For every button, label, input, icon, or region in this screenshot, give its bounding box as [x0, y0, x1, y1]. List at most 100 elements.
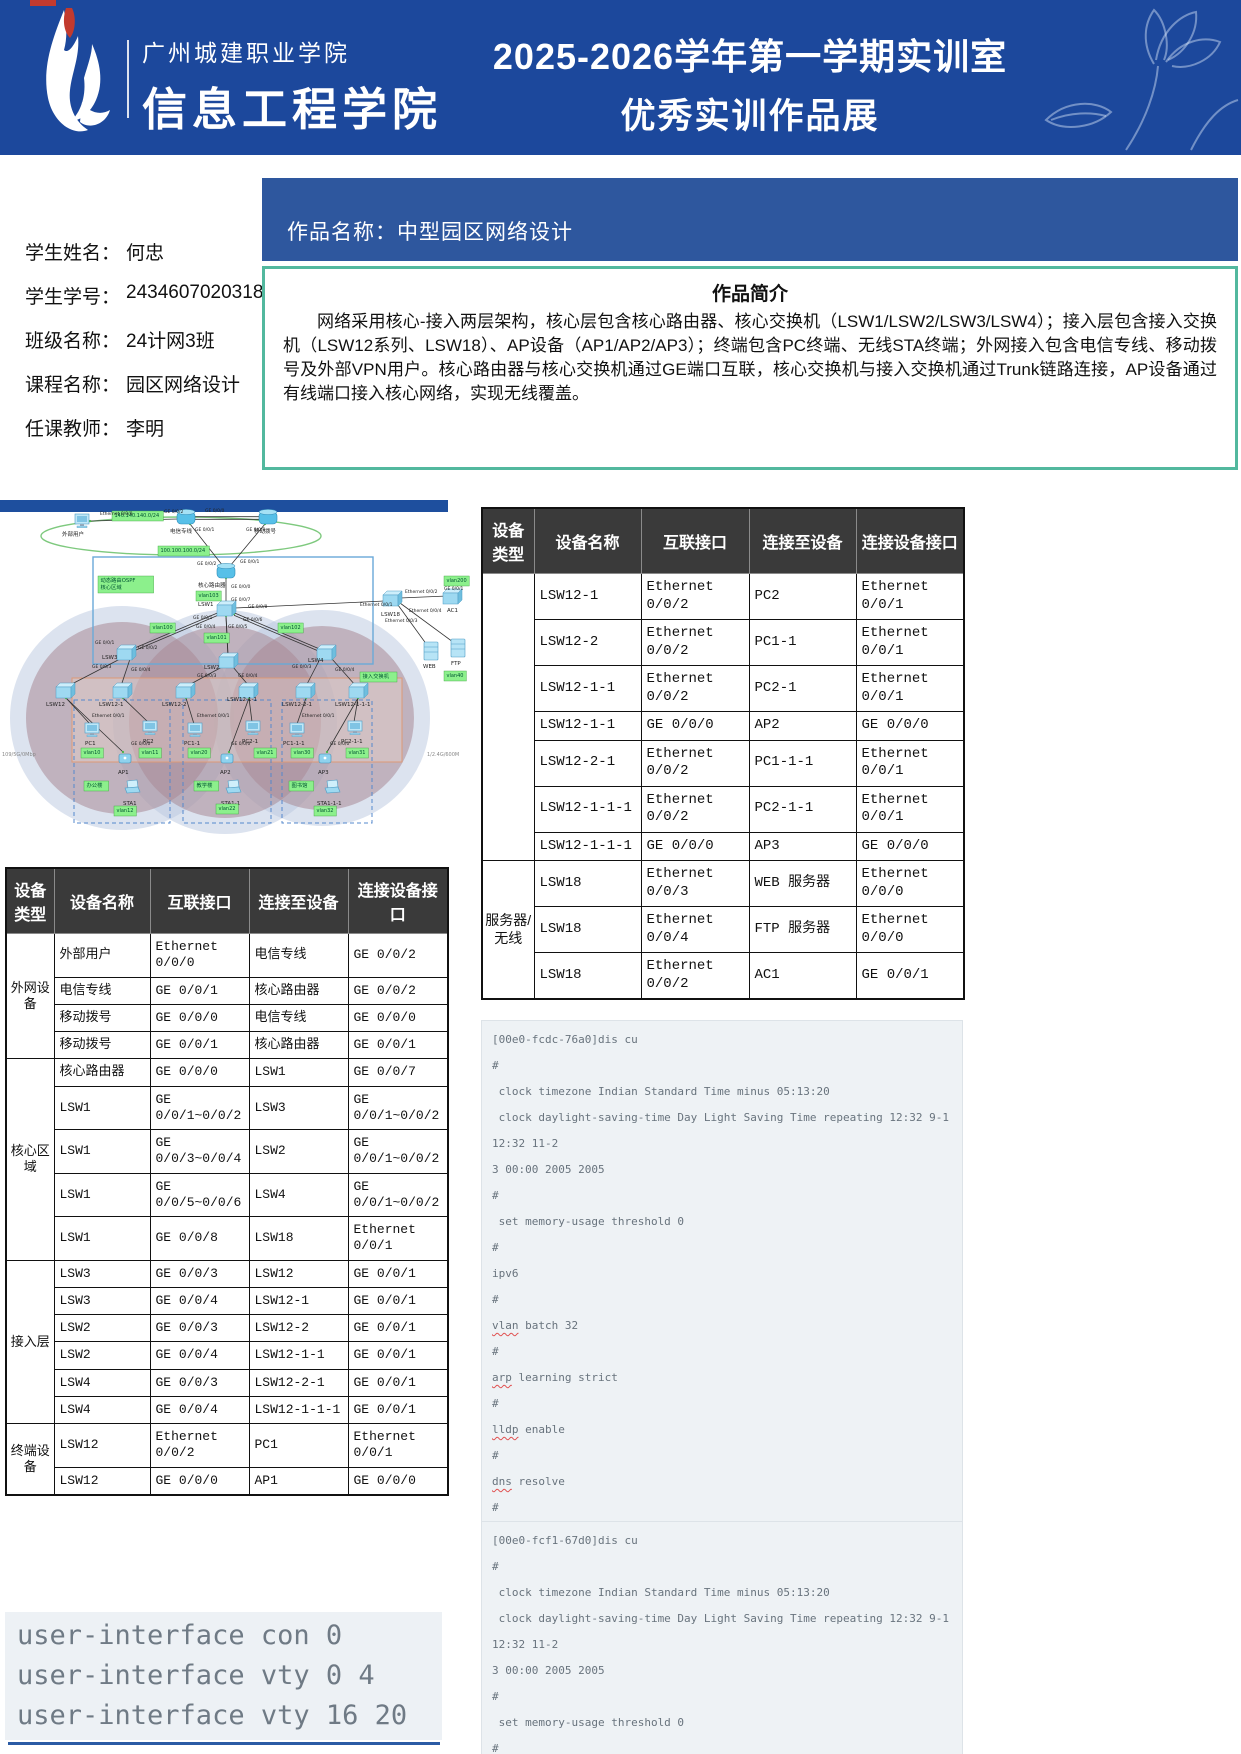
cli-misspelled-word: dns: [492, 1475, 512, 1488]
table-row: LSW4 GE 0/0/3 LSW12-2-1 GE 0/0/1: [6, 1368, 449, 1397]
table-cell: Ethernet 0/0/2: [640, 665, 750, 712]
diagram-green-chip: vlan102: [277, 622, 304, 634]
table-cell: 电信专线: [248, 933, 349, 978]
exhibition-title-line2: 优秀实训作品展: [620, 97, 880, 136]
table-cell: PC2: [748, 573, 857, 620]
table-cell: AP1: [248, 1466, 349, 1496]
diagram-node-label: FTP: [451, 661, 461, 667]
building-zone-rect: [73, 699, 171, 824]
table-row: LSW2 GE 0/0/4 LSW12-1-1 GE 0/0/1: [6, 1341, 449, 1370]
student-info-row: 任课教师： 李明: [25, 414, 255, 441]
port-label: GE 0/0/7: [231, 597, 251, 603]
table-cell: AC1: [748, 952, 857, 1000]
port-label: Ethernet 0/0/2: [405, 589, 438, 595]
table-cell: GE 0/0/0: [149, 1466, 250, 1496]
diagram-node-label: AP2: [220, 770, 231, 776]
table-cell: LSW12-1-1-1: [533, 831, 642, 861]
port-label: GE 0/0/0: [330, 741, 350, 747]
student-info-row: 学生学号： 2434607020318: [25, 282, 263, 309]
diagram-green-chip: vlan10: [80, 747, 104, 759]
diagram-node-a2: LSW12-1: [99, 682, 133, 708]
diagram-node-label: LSW12-2-1: [282, 702, 312, 708]
cli-line: clock daylight-saving-time Day Light Sav…: [492, 1612, 949, 1625]
cli-line: #: [492, 1059, 499, 1072]
table-cell: GE 0/0/2: [347, 976, 449, 1005]
port-label: Ethernet 0/0/3: [385, 618, 418, 624]
cli-misspelled-word: vlan: [492, 1319, 519, 1332]
diagram-chip-text: vlan200: [447, 578, 467, 584]
table-cell: Ethernet 0/0/1: [347, 1423, 449, 1468]
table-cell: Ethernet 0/0/1: [855, 785, 965, 833]
device-type-group-cell: 外网设备: [5, 932, 55, 1060]
diagram-chip-text: 办公楼: [87, 781, 104, 789]
cli-line: arp learning strict: [492, 1371, 618, 1384]
diagram-chip-text: vlan12: [117, 808, 134, 814]
diagram-green-chip: 140.140.140.0/24: [111, 510, 164, 522]
table-cell: GE 0/0/0: [149, 1003, 250, 1033]
school-logo-flame-icon: [46, 8, 110, 132]
table-cell: LSW12-1-1: [248, 1341, 349, 1370]
port-label: GE 0/0/8: [248, 604, 268, 610]
port-label: GE 0/0/4: [335, 667, 355, 673]
column-header: 设备名称: [533, 507, 642, 574]
diagram-green-chip: vlan31: [345, 747, 369, 759]
diagram-node-label: AC1: [447, 608, 458, 614]
cli-line: #: [492, 1449, 499, 1462]
table-cell: WEB 服务器: [748, 860, 857, 907]
table-cell: GE 0/0/1: [347, 1259, 449, 1288]
table-cell: LSW12: [53, 1423, 151, 1468]
wireless-rate-note: 109/5G/0Mbp: [2, 752, 36, 758]
diagram-green-chip: vlan30: [290, 747, 314, 759]
port-label: GE 0/0/3: [246, 527, 266, 533]
diagram-node-pc2: PC2: [142, 720, 158, 745]
table-cell: Ethernet 0/0/0: [855, 860, 965, 907]
diagram-node-label: WEB: [423, 664, 436, 670]
table-row: 移动拨号 GE 0/0/0 电信专线 GE 0/0/0: [6, 1003, 449, 1033]
diagram-chip-text: vlan20: [191, 750, 208, 756]
column-header: 互联接口: [640, 507, 750, 574]
table-cell: GE 0/0/2: [347, 933, 449, 978]
table-cell: 核心路由器: [53, 1058, 151, 1087]
table-cell: LSW18: [533, 906, 642, 953]
table-row: LSW18 Ethernet 0/0/2 AC1 GE 0/0/1: [482, 952, 965, 1000]
table-cell: LSW3: [53, 1259, 151, 1288]
port-label: GE 0/0/4: [196, 624, 216, 630]
diagram-green-chip: vlan100: [149, 622, 176, 634]
diagram-node-label: PC2-1-1: [341, 739, 363, 745]
diagram-node-a6: LSW12-1-1-1: [335, 682, 370, 708]
table-cell: GE 0/0/7: [347, 1058, 449, 1087]
header-divider: [127, 40, 129, 118]
diagram-node-core: 核心路由器: [198, 563, 236, 589]
table-cell: GE 0/0/0: [855, 831, 965, 861]
diagram-node-pc111: PC1-1-1: [283, 722, 305, 747]
diagram-node-label: 移动拨号: [254, 527, 277, 535]
port-label: GE 0/0/1: [444, 586, 464, 592]
diagram-node-label: LSW3: [102, 655, 118, 661]
diagram-node-lsw1: LSW1: [198, 600, 237, 617]
port-label: GE 0/0/1: [95, 640, 115, 646]
table-cell: Ethernet 0/0/3: [640, 860, 750, 907]
work-intro-box: 作品简介 网络采用核心-接入两层架构，核心层包含核心路由器、核心交换机（LSW1…: [262, 266, 1238, 470]
diagram-green-chip: vlan12: [113, 805, 137, 817]
cli-line: #: [492, 1293, 499, 1306]
diagram-chip-text: vlan30: [294, 750, 311, 756]
diagram-green-chip: vlan20: [187, 747, 211, 759]
port-label: Ethernet 0/0/4: [409, 608, 442, 614]
cli-line: ipv6: [492, 1267, 519, 1280]
table-cell: PC2-1: [748, 665, 857, 712]
student-info-row: 班级名称： 24计网3班: [25, 326, 255, 353]
column-header: 互联接口: [149, 867, 250, 934]
logo-red-tip: [30, 0, 56, 6]
table-cell: LSW18: [533, 952, 642, 1000]
table-cell: 核心路由器: [248, 1030, 349, 1060]
table-cell: GE 0/0/0: [149, 1058, 250, 1087]
diagram-chip-text: vlan40: [447, 673, 464, 679]
device-connection-table: 设备类型 设备名称 互联接口 连接至设备 连接设备接口 LSW12-1 Ethernet 0…: [481, 507, 965, 1000]
table-cell: GE 0/0/5~0/0/6: [149, 1172, 250, 1217]
table-cell: FTP 服务器: [748, 906, 857, 953]
table-cell: GE 0/0/4: [149, 1341, 250, 1370]
port-label: GE 0/0/3: [292, 664, 312, 670]
diagram-node-pc21: PC2-1: [242, 720, 261, 745]
table-row: LSW12-1-1 GE 0/0/0 AP2 GE 0/0/0: [482, 711, 965, 741]
cli-line: #: [492, 1501, 499, 1514]
